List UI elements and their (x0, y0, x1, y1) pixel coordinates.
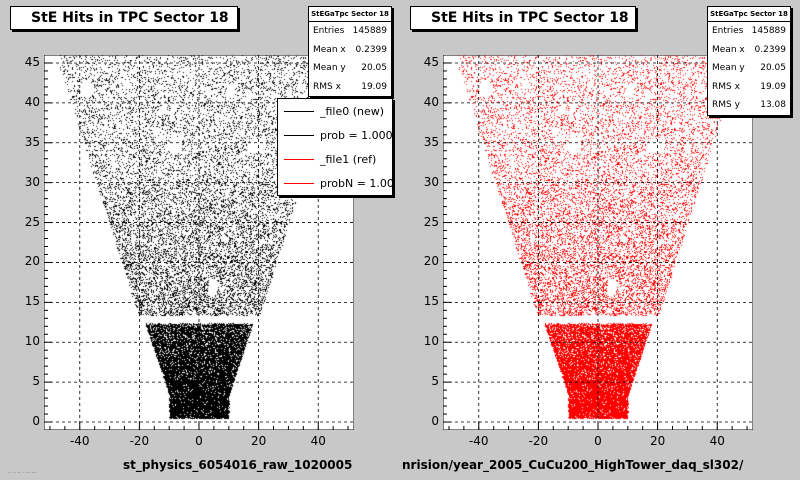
hit-scatter-plot-right (443, 55, 753, 430)
y-tick-label: 30 (24, 174, 40, 189)
axis-ticks (44, 62, 349, 430)
stats-value: 19.09 (361, 81, 387, 92)
y-tick-label: 15 (24, 294, 40, 309)
stats-value: 19.09 (760, 81, 786, 92)
stats-value: 13.08 (760, 100, 786, 111)
plot-title-left: StE Hits in TPC Sector 18 (10, 6, 238, 30)
y-tick-label: 40 (423, 94, 439, 109)
stats-label: Entries (313, 26, 345, 37)
legend-entry: prob = 1.000000 (278, 123, 392, 147)
stats-value: 0.2399 (355, 44, 388, 55)
stats-box-left: StEGaTpc Sector 18 Entries 145889 Mean x 0.… (308, 6, 392, 97)
legend-entry: _file1 (ref) (278, 147, 392, 171)
stats-row: RMS x 19.09 (309, 78, 391, 97)
y-tick-label: 20 (423, 254, 439, 269)
axis-ticks (443, 62, 748, 430)
y-tick-label: 10 (423, 334, 439, 349)
stats-label: RMS x (712, 81, 740, 92)
x-tick-label: -20 (129, 434, 150, 448)
y-tick-label: 0 (431, 414, 439, 429)
x-tick-label: 40 (709, 434, 725, 448)
stats-label: RMS x (313, 81, 341, 92)
y-tick-label: 15 (423, 294, 439, 309)
stats-box-name: StEGaTpc Sector 18 (309, 7, 391, 22)
legend-label: _file1 (ref) (320, 152, 377, 166)
stats-label: Mean x (313, 44, 346, 55)
y-tick-label: 25 (24, 214, 40, 229)
y-tick-label: 35 (24, 134, 40, 149)
y-tick-label: 5 (431, 374, 439, 389)
stats-value: 20.05 (361, 63, 387, 74)
stats-row: Entries 145889 (708, 22, 790, 41)
legend-label: prob = 1.000000 (320, 128, 393, 142)
y-tick-label: 20 (24, 254, 40, 269)
stats-value: 20.05 (760, 63, 786, 74)
x-tick-label: 20 (649, 434, 666, 448)
x-tick-label: -20 (528, 434, 549, 448)
x-tick-label: -40 (468, 434, 489, 448)
plot-title-right: StE Hits in TPC Sector 18 (410, 6, 636, 30)
x-tick-label: 0 (195, 434, 203, 448)
y-tick-label: 35 (423, 134, 439, 149)
stats-label: Mean y (712, 63, 745, 74)
y-tick-label: 45 (423, 54, 439, 69)
legend-entry: probN = 1.000000 (278, 171, 392, 195)
y-tick-label: 10 (24, 334, 40, 349)
y-tick-label: 30 (423, 174, 439, 189)
stats-row: Mean y 20.05 (708, 59, 790, 78)
legend-box: _file0 (new) prob = 1.000000 _file1 (ref) p… (277, 98, 393, 196)
stats-row: Mean x 0.2399 (708, 41, 790, 60)
y-tick-label: 5 (32, 374, 40, 389)
stats-label: Mean x (712, 44, 745, 55)
legend-label: _file0 (new) (320, 104, 385, 118)
footer-filename-right: nrision/year_2005_CuCu200_HighTower_daq_… (402, 458, 744, 472)
y-tick-label: 45 (24, 54, 40, 69)
stats-row: RMS x 19.09 (708, 78, 790, 97)
stats-label: Mean y (313, 63, 346, 74)
legend-line-swatch (284, 110, 314, 112)
stats-label: RMS y (712, 100, 740, 111)
stats-box-name: StEGaTpc Sector 18 (708, 7, 790, 22)
footer-filename-left: st_physics_6054016_raw_1020005 (123, 458, 353, 472)
legend-entry: _file0 (new) (278, 99, 392, 123)
x-tick-label: 20 (250, 434, 267, 448)
x-tick-label: -40 (69, 434, 90, 448)
x-tick-label: 0 (594, 434, 602, 448)
footer-small-text: ·· ·· ·· · ··· ··· (8, 470, 37, 476)
stats-row: Mean y 20.05 (309, 59, 391, 78)
stats-row: RMS y 13.08 (708, 96, 790, 115)
legend-line-swatch (284, 158, 314, 160)
stats-label: Entries (712, 26, 744, 37)
stats-row: Mean x 0.2399 (309, 41, 391, 60)
y-tick-label: 0 (32, 414, 40, 429)
stats-value: 0.2399 (754, 44, 787, 55)
x-tick-label: 40 (310, 434, 326, 448)
y-tick-label: 40 (24, 94, 40, 109)
stats-value: 145889 (751, 26, 786, 37)
stats-value: 145889 (352, 26, 387, 37)
stats-row: Entries 145889 (309, 22, 391, 41)
legend-line-swatch (284, 182, 314, 184)
legend-line-swatch (284, 134, 314, 136)
legend-label: probN = 1.000000 (320, 176, 393, 190)
y-tick-label: 25 (423, 214, 439, 229)
stats-box-right: StEGaTpc Sector 18 Entries 145889 Mean x 0.… (707, 6, 791, 116)
grid-lines (443, 55, 753, 430)
